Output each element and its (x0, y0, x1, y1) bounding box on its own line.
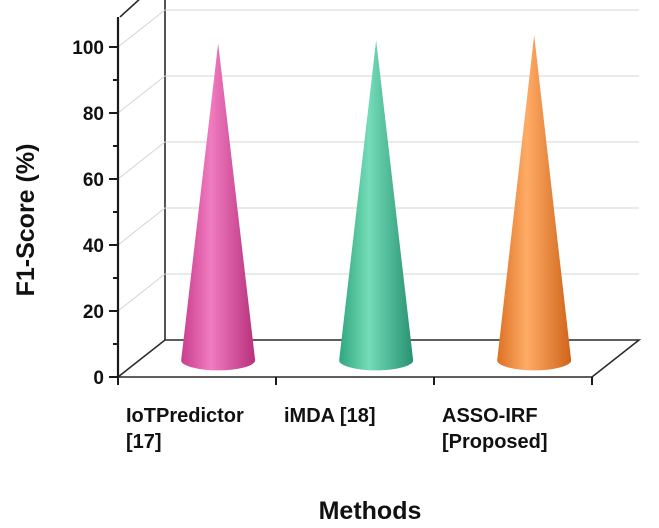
gridline (117, 9, 639, 48)
y-tick-label: 0 (93, 368, 104, 389)
gridline (117, 207, 639, 246)
top-edge (119, 0, 140, 18)
y-axis (109, 17, 593, 385)
x-category-label-line2: [17] (126, 431, 162, 453)
y-tick-labels: 0 20 40 60 80 100 (72, 38, 104, 389)
cone-body (339, 40, 414, 371)
y-tick-label: 100 (72, 38, 104, 59)
y-tick-label: 60 (83, 170, 104, 191)
x-category-labels: IoTPredictor [17] iMDA [18] ASSO-IRF [Propos… (126, 405, 548, 453)
x-category-label: IoTPredictor (126, 405, 244, 427)
cone-bar (181, 43, 256, 371)
gridline (117, 273, 639, 312)
gridline (117, 75, 639, 114)
cone-body (497, 34, 572, 371)
x-category-label: ASSO-IRF (442, 405, 538, 427)
cone-body (181, 43, 256, 371)
gridlines (117, 9, 639, 312)
x-axis-title: Methods (319, 497, 422, 525)
y-tick-label: 80 (83, 104, 104, 125)
x-category-label-line2: [Proposed] (442, 431, 548, 453)
x-category-label: iMDA [18] (284, 405, 375, 427)
y-axis-title: F1-Score (%) (12, 144, 40, 297)
y-tick-label: 20 (83, 302, 104, 323)
cone-bar (339, 40, 414, 371)
cone-bars (181, 34, 572, 371)
y-tick-label: 40 (83, 236, 104, 257)
gridline (117, 141, 639, 180)
cone-bar (497, 34, 572, 371)
